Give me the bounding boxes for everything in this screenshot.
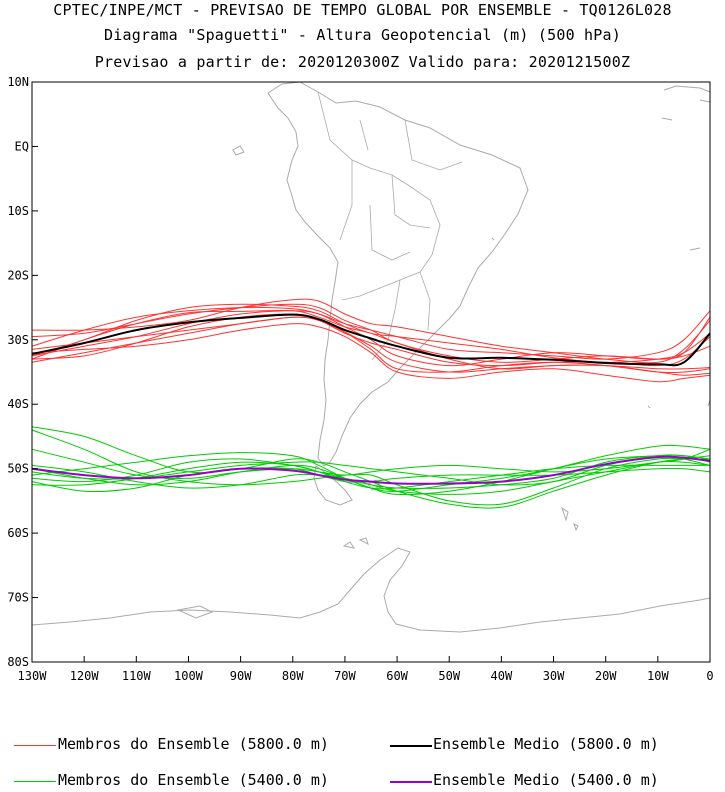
y-tick-label: EQ [15,139,29,153]
legend-label-members-5800: Membros do Ensemble (5800.0 m) [58,735,329,753]
country-borders [317,91,463,361]
x-tick-label: 90W [230,669,252,683]
ensemble-member-line-5800-9 [31,313,711,374]
ensemble-member-line-5400-6 [31,454,711,486]
ensemble-members-5800 [31,298,711,383]
legend-label-members-5400: Membros do Ensemble (5400.0 m) [58,771,329,789]
y-tick-label: 40S [7,397,29,411]
chart-title-line-3: Previsao a partir de: 2020120300Z Valido… [94,53,631,71]
ensemble-members-5400 [31,426,711,509]
x-tick-label: 120W [70,669,100,683]
y-tick-label: 60S [7,526,29,540]
ensemble-means [31,313,711,485]
ensemble-mean-line-5800 [31,313,711,367]
ensemble-member-line-5400-7 [31,460,711,495]
x-tick-label: 0 [706,669,713,683]
antarctic-islands [176,506,579,619]
legend-label-mean-5400: Ensemble Medio (5400.0 m) [433,771,659,789]
ensemble-member-line-5400-8 [31,448,711,479]
ensemble-mean-line-5400 [31,455,711,485]
chart-title-line-1: CPTEC/INPE/MCT - PREVISAO DE TEMPO GLOBA… [53,1,672,19]
x-tick-label: 40W [491,669,513,683]
y-tick-label: 30S [7,333,29,347]
x-tick-label: 100W [174,669,204,683]
y-tick-label: 10S [7,204,29,218]
ensemble-member-line-5800-6 [31,303,711,363]
plot-frame [31,81,711,663]
y-axis-ticks: 10N EQ 10S 20S 30S 40S 50S 60S 70S 80S [7,75,38,669]
y-tick-label: 10N [7,75,29,89]
x-tick-label: 70W [334,669,356,683]
atlantic-islands [232,145,651,409]
ensemble-member-line-5400-2 [31,426,711,509]
x-tick-label: 10W [647,669,669,683]
antarctica-coastline [31,547,711,633]
legend-line-members-5400 [14,781,56,782]
coastline-map [31,81,711,633]
ensemble-member-line-5800-4 [31,323,711,383]
ensemble-member-line-5800-10 [31,303,711,363]
legend-line-mean-5800 [390,745,432,747]
legend-line-members-5800 [14,745,56,746]
y-tick-label: 70S [7,591,29,605]
ensemble-member-line-5800-5 [31,298,711,364]
y-tick-label: 50S [7,462,29,476]
x-axis-ticks: 130W 120W 110W 100W 90W 80W 70W 60W 50W 40W 30W 20W… [18,656,714,683]
chart-title-line-2: Diagrama "Spaguetti" - Altura Geopotenci… [104,26,621,44]
y-tick-label: 20S [7,268,29,282]
ensemble-member-line-5400-10 [31,454,711,496]
ensemble-member-line-5800-8 [31,310,711,367]
south-america-coastline [267,81,529,467]
x-tick-label: 60W [386,669,408,683]
x-tick-label: 80W [282,669,304,683]
x-tick-label: 130W [18,669,48,683]
ensemble-member-line-5400-1 [31,429,710,506]
legend-label-mean-5800: Ensemble Medio (5800.0 m) [433,735,659,753]
y-tick-label: 80S [7,655,29,669]
africa-coastline [661,85,711,407]
legend-line-mean-5400 [390,781,432,783]
x-tick-label: 110W [122,669,152,683]
x-tick-label: 50W [438,669,460,683]
x-tick-label: 30W [543,669,565,683]
x-tick-label: 20W [595,669,617,683]
